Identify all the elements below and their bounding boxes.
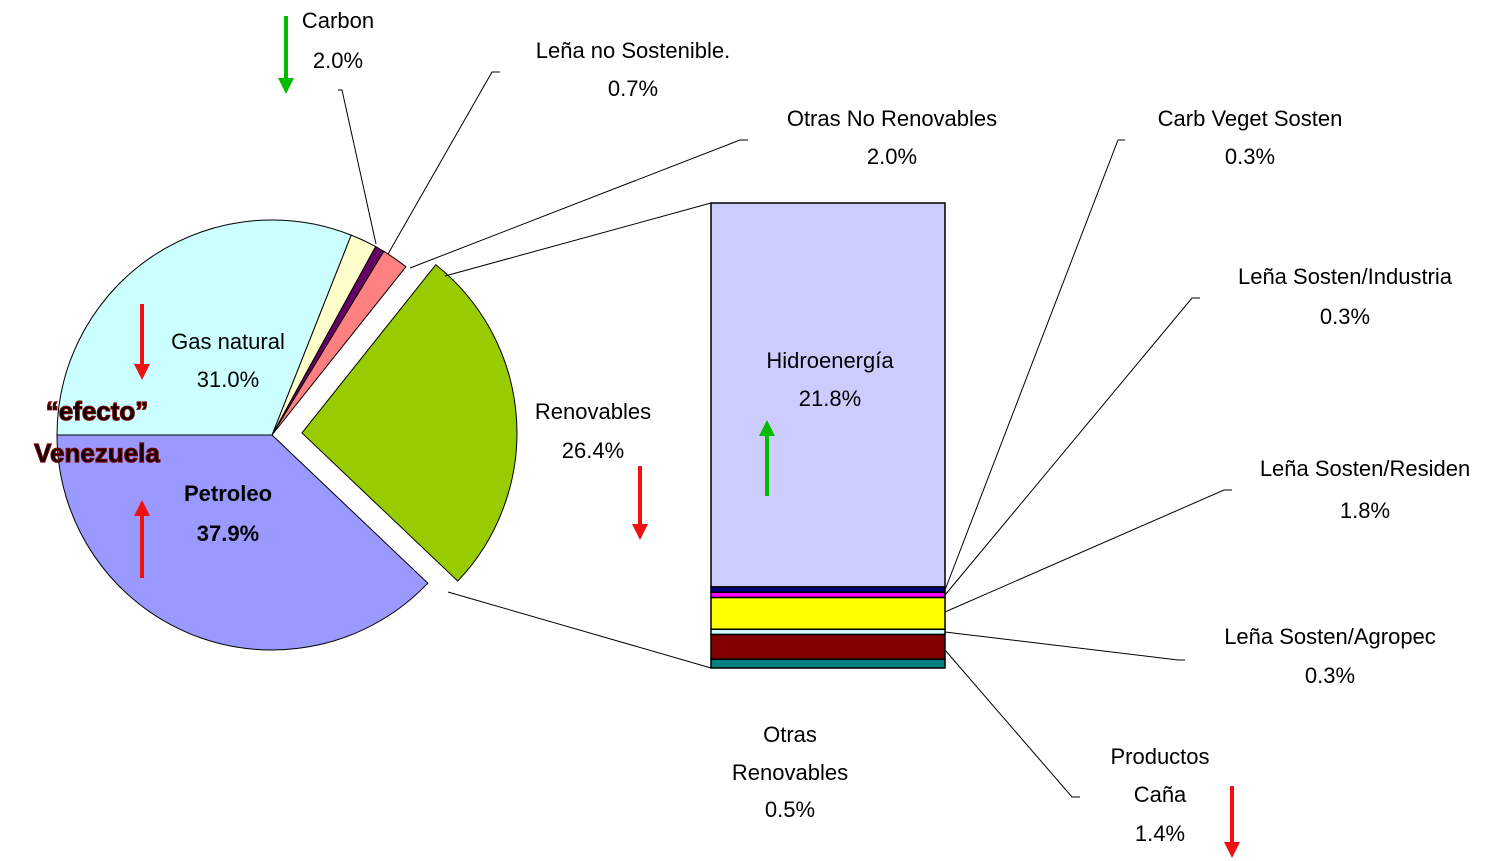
slice-value: 2.0%: [867, 144, 917, 169]
leader-line: [944, 297, 1200, 596]
connector: [447, 591, 712, 669]
segment-label: Carb Veget Sosten: [1158, 106, 1343, 131]
slice-label: Carbon: [302, 8, 374, 33]
annotation: Venezuela: [34, 438, 160, 468]
slice-label: Otras No Renovables: [787, 106, 997, 131]
segment-value: 0.3%: [1225, 144, 1275, 169]
slice-label: Leña no Sostenible.: [536, 38, 731, 63]
slice-value: 31.0%: [197, 367, 259, 392]
leader-line: [944, 631, 1185, 661]
bar-segment: [710, 586, 946, 594]
slice-label: Gas natural: [171, 329, 285, 354]
segment-label: Hidroenergía: [766, 348, 894, 373]
leader-line: [338, 89, 377, 245]
leader-line: [387, 71, 500, 255]
slice-label: Petroleo: [184, 481, 272, 506]
segment-label: Leña Sosten/Residen: [1260, 456, 1470, 481]
segment-label: Leña Sosten/Industria: [1238, 264, 1453, 289]
pie-slice: [56, 219, 352, 436]
bar-segment: [710, 596, 946, 631]
slice-value: 37.9%: [197, 521, 259, 546]
segment-value: 21.8%: [799, 386, 861, 411]
pie-slice: [301, 264, 518, 582]
segment-value: 1.4%: [1135, 821, 1185, 846]
slice-label: Renovables: [535, 399, 651, 424]
bar-segment: [710, 658, 946, 669]
connector: [444, 202, 712, 277]
segment-label: Leña Sosten/Agropec: [1224, 624, 1436, 649]
plot: [56, 202, 946, 669]
bar-segment: [710, 633, 946, 660]
segment-label: Otras Renovables: [732, 722, 848, 785]
slice-value: 26.4%: [562, 438, 624, 463]
connectors: [338, 71, 1232, 798]
slice-value: 0.7%: [608, 76, 658, 101]
arrows: [134, 16, 1240, 858]
annotation: “efecto”: [46, 396, 149, 426]
segment-value: 0.3%: [1305, 663, 1355, 688]
slice-value: 2.0%: [313, 48, 363, 73]
leader-line: [944, 649, 1080, 798]
bar-segment: [710, 628, 946, 636]
segment-value: 0.5%: [765, 797, 815, 822]
bar-segment: [710, 202, 946, 588]
leader-line: [409, 139, 748, 269]
leader-line: [944, 489, 1232, 613]
segment-label: Productos Caña: [1110, 744, 1209, 807]
leader-line: [944, 139, 1125, 591]
pie-slice: [56, 434, 429, 651]
segment-value: 1.8%: [1340, 498, 1390, 523]
bar-segment: [710, 591, 946, 599]
segment-value: 0.3%: [1320, 304, 1370, 329]
